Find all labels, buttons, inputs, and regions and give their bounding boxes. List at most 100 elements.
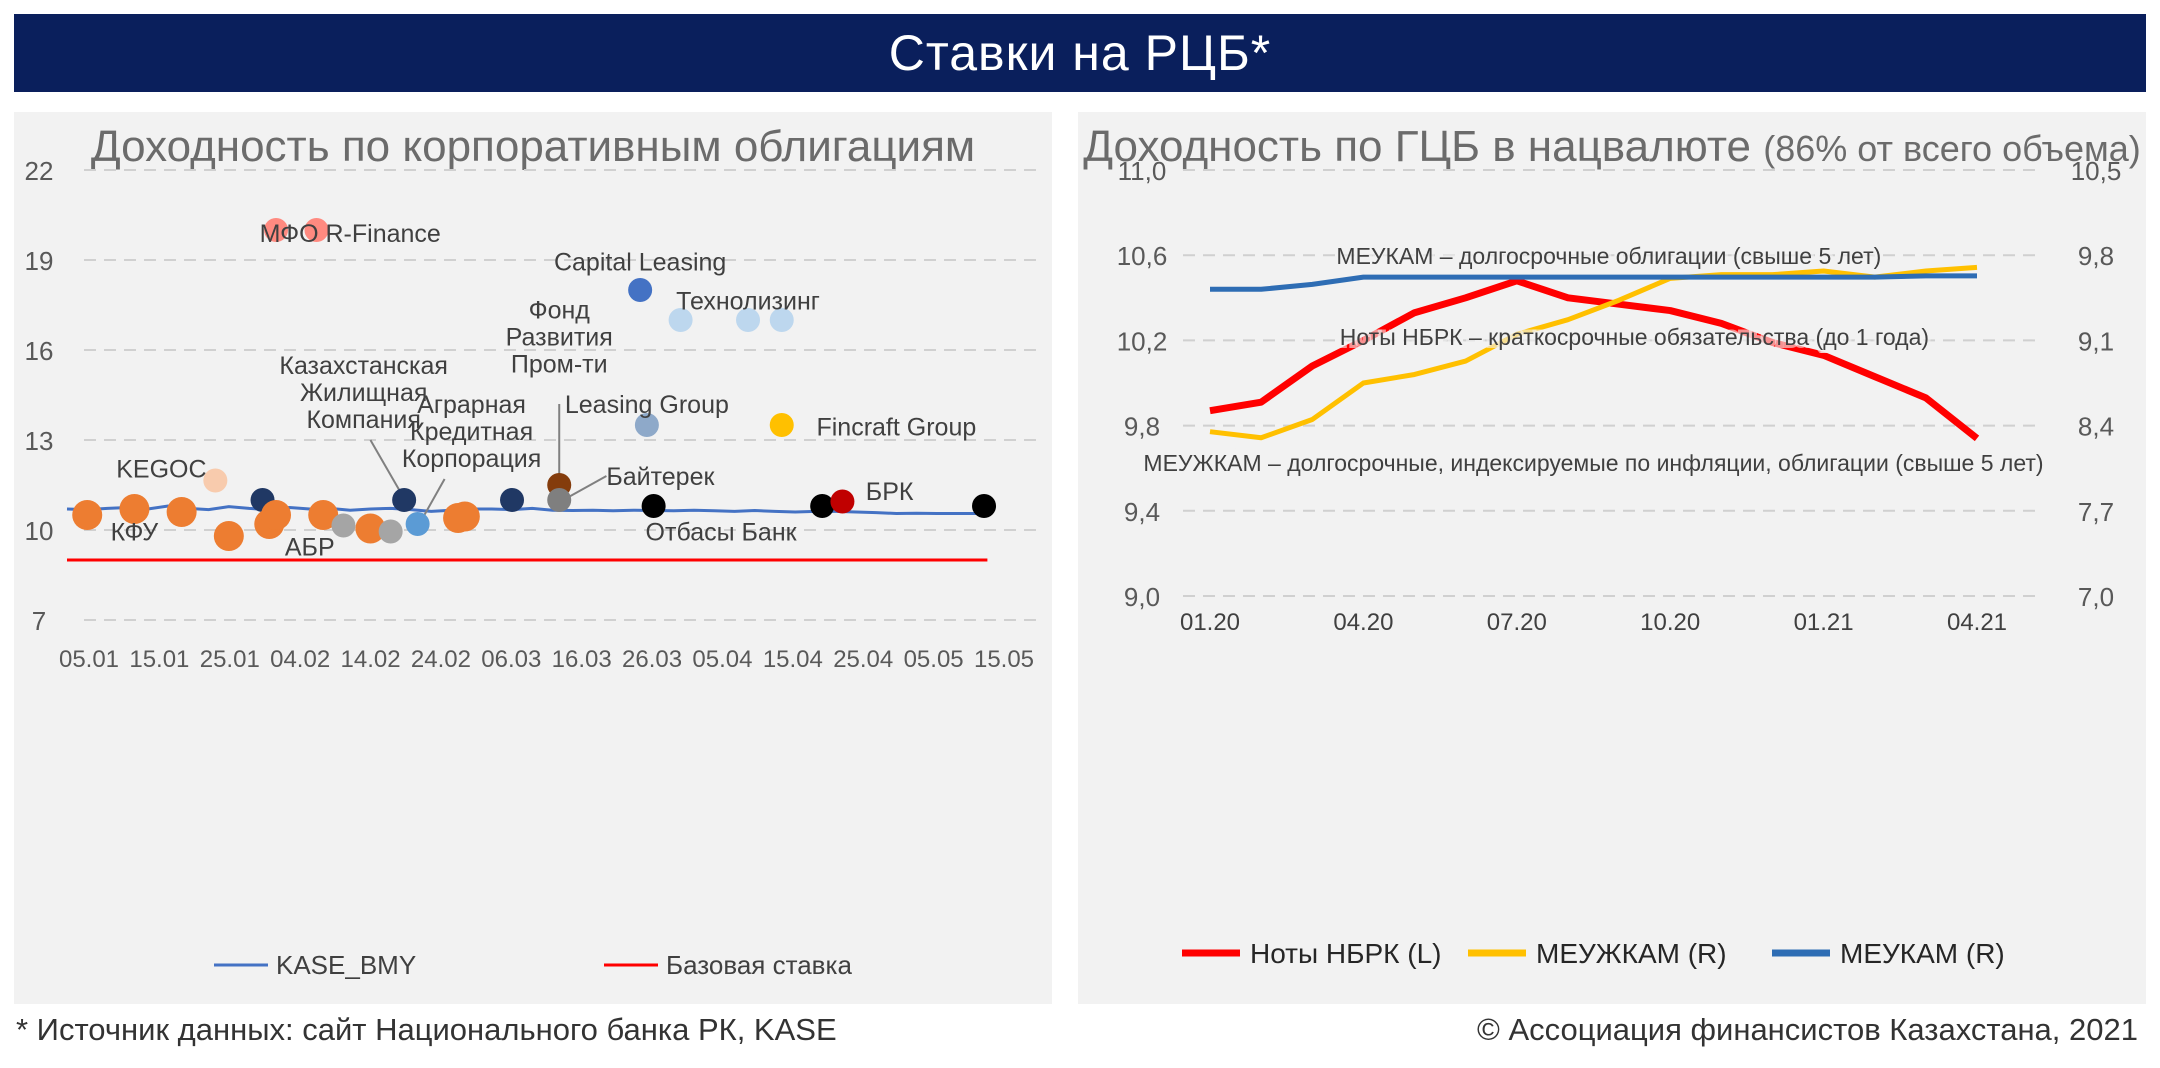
corporate-bonds-panel: Доходность по корпоративным облигациям 2… (14, 112, 1052, 1004)
scatter-point (203, 468, 228, 493)
x-tick-label: 24.02 (411, 646, 471, 673)
y-tick-label: 13 (25, 426, 54, 456)
gov-chart-title-note: (86% от всего объема) (1763, 128, 2141, 169)
y-left-tick-label: 9,8 (1124, 412, 1160, 442)
scatter-point (392, 488, 417, 512)
point-label: KEGOC (116, 456, 206, 484)
scatter-point (736, 308, 761, 332)
y-right-tick-label: 10,5 (2071, 156, 2122, 186)
point-label: Fincraft Group (816, 414, 976, 442)
y-left-tick-label: 10,6 (1117, 241, 1168, 271)
page-title-banner: Ставки на РЦБ* (14, 14, 2146, 92)
series-line (1209, 264, 1978, 441)
scatter-point (641, 494, 666, 518)
x-tick-label: 15.04 (763, 646, 823, 673)
line-annotation: Ноты НБРК – краткосрочные обязательства … (1340, 324, 1929, 350)
scatter-point (628, 278, 653, 302)
x-tick-label: 05.04 (692, 646, 752, 673)
x-tick-label: 26.03 (622, 646, 682, 673)
scatter-point (668, 308, 693, 332)
scatter-point (547, 488, 572, 512)
scatter-point (769, 413, 794, 437)
line-annotation: МЕУКАМ – долгосрочные облигации (свыше 5… (1336, 243, 1881, 269)
point-label: БРК (866, 478, 914, 506)
copyright-note: © Ассоциация финансистов Казахстана, 202… (1477, 1012, 2138, 1047)
scatter-point (355, 513, 386, 544)
leader-line (369, 439, 406, 499)
x-tick-label: 01.20 (1180, 609, 1240, 636)
x-tick-label: 25.01 (200, 646, 260, 673)
y-tick-label: 19 (25, 246, 54, 276)
x-tick-label: 06.03 (481, 646, 541, 673)
y-tick-label: 10 (25, 516, 54, 546)
corporate-bonds-chart: 22 19 16 13 10 7 05.01 15.01 25.01 04.02 14.02 24.0… (25, 156, 1039, 980)
x-tick-label: 25.04 (833, 646, 893, 673)
annotation-halo: МЕУКАМ – долгосрочные облигации (свыше 5… (1336, 243, 1881, 269)
y-tick-label: 22 (25, 156, 54, 186)
corporate-chart-title: Доходность по корпоративным облигациям (90, 122, 976, 171)
leader-line (565, 475, 607, 500)
y-left-tick-label: 9,0 (1124, 582, 1160, 612)
source-note: * Источник данных: сайт Национального ба… (16, 1012, 837, 1047)
annotation-halo: МЕУЖКАМ – долгосрочные, индексируемые по… (1143, 450, 2043, 476)
line-annotation: МЕУЖКАМ – долгосрочные, индексируемые по… (1143, 450, 2043, 476)
x-tick-label: 05.05 (904, 646, 964, 673)
scatter-point (304, 218, 329, 242)
x-tick-label: 01.21 (1794, 609, 1854, 636)
x-tick-label: 04.20 (1333, 609, 1393, 636)
gov-bonds-chart: 11,0 10,6 10,2 9,8 9,4 9,0 10,5 9,8 9,1 8,4 7,7 7,0… (1117, 156, 2122, 969)
x-tick-label: 15.05 (974, 646, 1034, 673)
gov-chart-title-wrap: Доходность по ГЦБ в нацвалюте (86% от вс… (1078, 122, 2146, 172)
x-tick-label: 05.01 (59, 646, 119, 673)
x-tick-label: 15.01 (129, 646, 189, 673)
point-label: Развития (506, 324, 613, 352)
scatter-point (119, 494, 150, 524)
scatter-point (72, 500, 103, 530)
series-line (1209, 277, 1980, 442)
scatter-point (331, 513, 356, 538)
legend-label: МЕУЖКАМ (R) (1536, 938, 1727, 969)
point-label: Компания (306, 406, 420, 434)
scatter-point (449, 501, 480, 532)
scatter-point (378, 519, 403, 544)
series-line (1210, 273, 1977, 292)
x-tick-label: 04.02 (270, 646, 330, 673)
point-label: Аграрная (417, 391, 526, 419)
y-tick-label: 16 (25, 336, 54, 366)
y-right-tick-label: 8,4 (2078, 412, 2114, 442)
page-title: Ставки на РЦБ* (888, 25, 1272, 81)
scatter-point (261, 500, 292, 530)
point-label: Кредитная (410, 418, 533, 446)
point-label: Пром-ти (511, 351, 608, 379)
point-label: Жилищная (300, 379, 427, 407)
point-label: МФО R-Finance (260, 220, 441, 248)
y-right-tick-label: 9,1 (2078, 326, 2114, 356)
y-left-tick-label: 11,0 (1118, 156, 1167, 186)
point-label: Байтерек (606, 463, 715, 491)
x-tick-label: 07.20 (1487, 609, 1547, 636)
y-right-tick-label: 7,7 (2078, 497, 2114, 527)
point-label: АБР (285, 534, 335, 562)
legend-label: Базовая ставка (666, 950, 852, 980)
scatter-point (810, 494, 835, 518)
scatter-point (213, 521, 244, 551)
scatter-point (972, 494, 997, 518)
y-left-tick-label: 10,2 (1117, 326, 1168, 356)
scatter-point (830, 489, 855, 514)
scatter-point (500, 488, 525, 512)
scatter-point (166, 497, 197, 527)
scatter-point (634, 413, 659, 437)
point-label: Казахстанская (279, 352, 448, 380)
gov-chart-title: Доходность по ГЦБ в нацвалюте (1083, 122, 1751, 171)
x-tick-label: 14.02 (341, 646, 401, 673)
x-tick-label: 10.20 (1640, 609, 1700, 636)
x-tick-label: 04.21 (1947, 609, 2007, 636)
legend-label: МЕУКАМ (R) (1840, 938, 2005, 969)
legend-label: Ноты НБРК (L) (1250, 938, 1442, 969)
point-label: Отбасы Банк (646, 519, 798, 547)
y-tick-label: 7 (32, 606, 46, 636)
annotation-halo: Ноты НБРК – краткосрочные обязательства … (1340, 324, 1929, 350)
scatter-point (405, 512, 430, 536)
leader-line (420, 478, 446, 522)
scatter-point (769, 308, 794, 332)
